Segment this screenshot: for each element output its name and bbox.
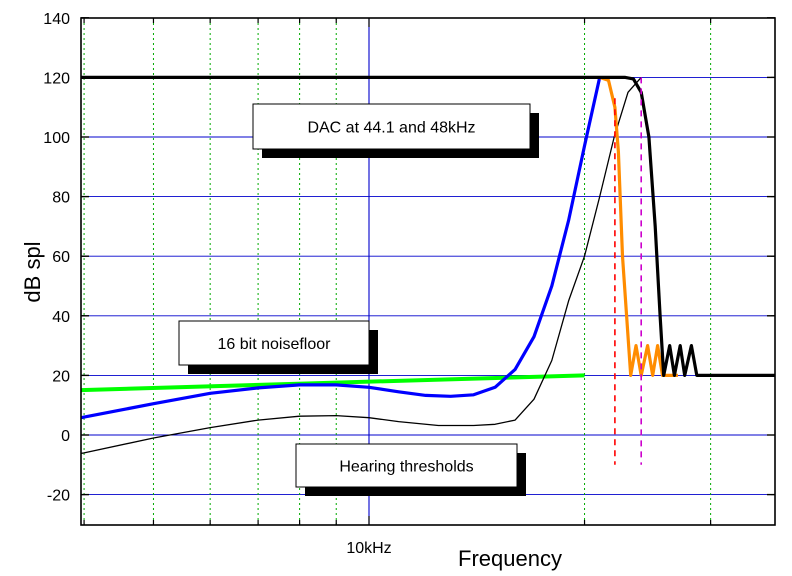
y-tick-label: 100 [43,130,70,147]
annotation-text: DAC at 44.1 and 48kHz [307,120,475,137]
plot-border [80,17,776,526]
plot-area [81,18,775,525]
annotation-frame [252,103,531,150]
annotation-box: 16 bit noisefloor [178,320,378,374]
annotation-frame [295,443,518,488]
series-line-0 [81,373,585,393]
y-tick-label: 140 [43,11,70,28]
annotation-text: Hearing thresholds [339,459,473,476]
series-group [81,75,775,465]
y-tick-label: 60 [52,249,70,266]
annotation-text: 16 bit noisefloor [218,336,332,353]
y-axis-title: dB spl [20,241,45,302]
y-tick-label: 80 [52,190,70,207]
y-tick-label: 20 [52,368,70,385]
y-tick-label: -20 [47,488,70,505]
y-tick-label: 0 [61,428,70,445]
x-tick-label: 10kHz [346,540,391,557]
annotation-box: Hearing thresholds [295,443,526,496]
series-line-2 [81,76,642,455]
series-line-4 [81,75,775,377]
y-tick-label: 120 [43,70,70,87]
x-axis-title: Frequency [458,546,562,571]
annotations: DAC at 44.1 and 48kHz 16 bit noisefloor He… [178,103,539,496]
y-tick-label: 40 [52,309,70,326]
annotation-box: DAC at 44.1 and 48kHz [252,103,539,158]
axes: -20 0 20 40 60 80 100 120 140 10kHz [43,11,775,557]
annotation-frame [178,320,370,366]
series-line-1 [81,77,602,420]
